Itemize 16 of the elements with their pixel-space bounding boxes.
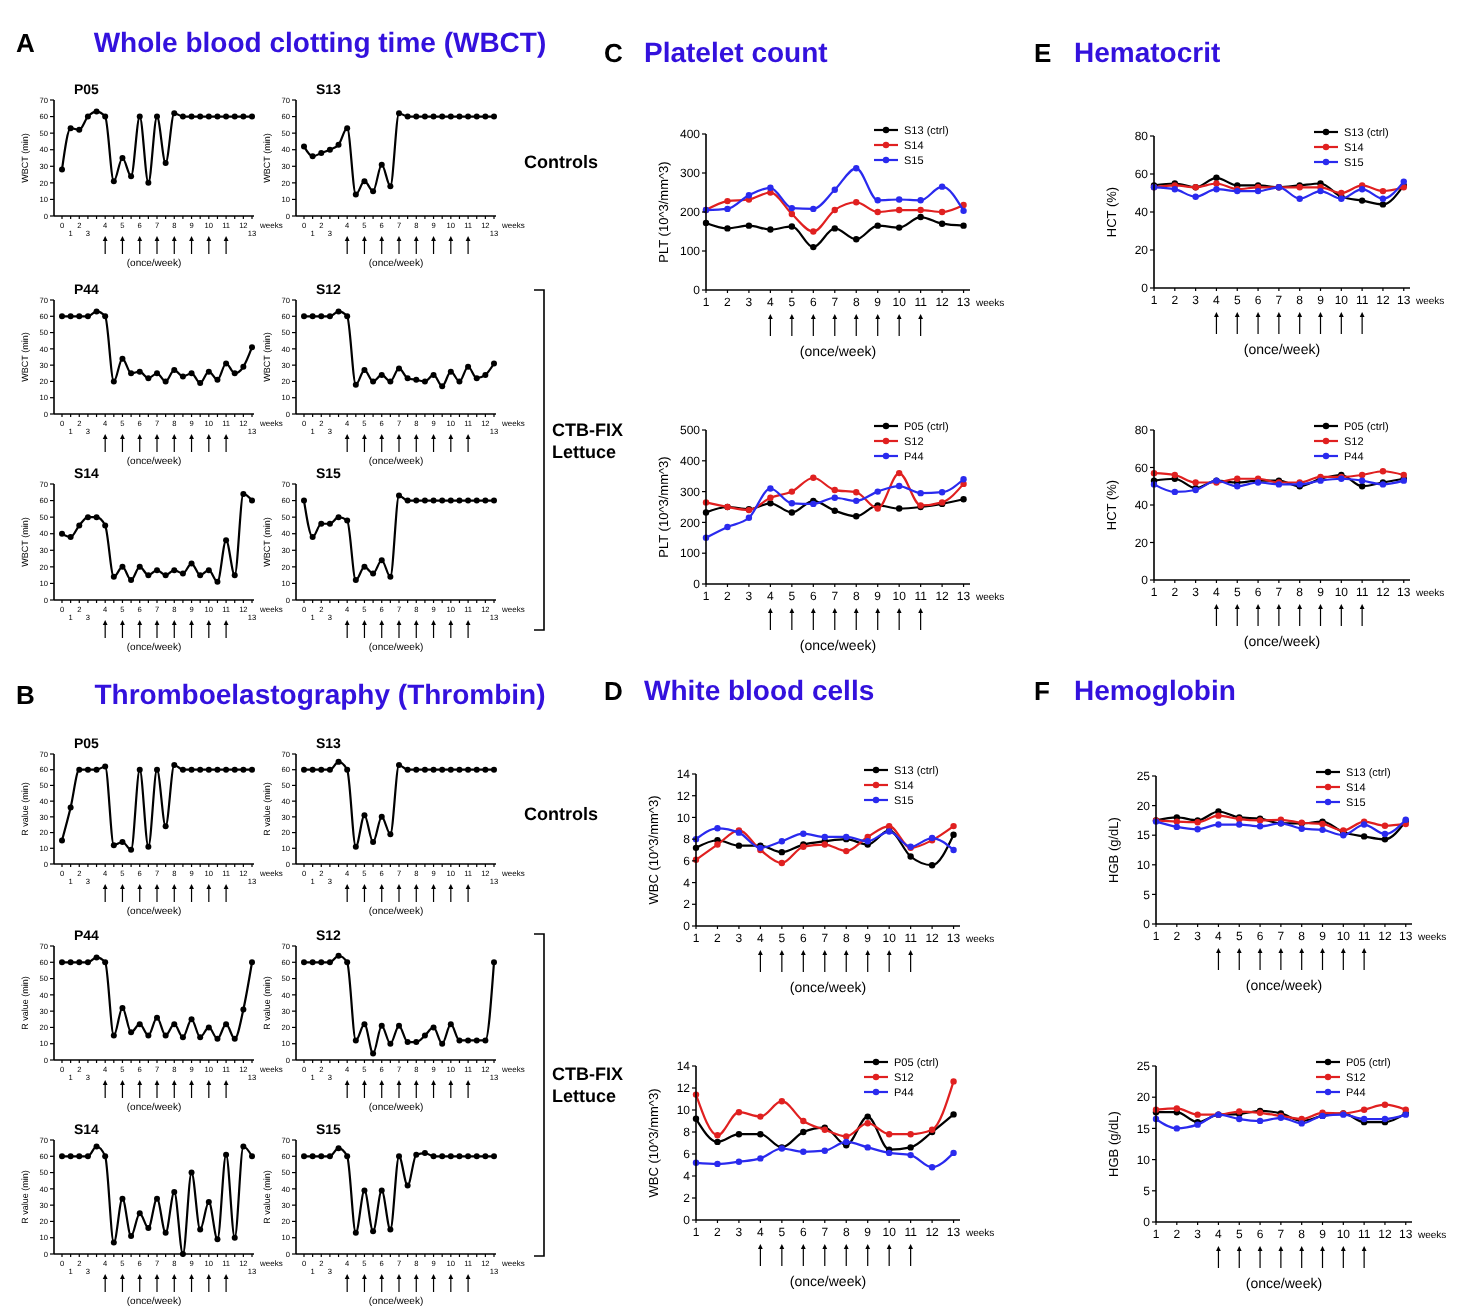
text: Hematocrit [1074,36,1221,68]
text: Platelet count [644,36,829,68]
text: Controls [524,804,598,824]
text: F [1034,676,1050,706]
text: D [604,676,623,706]
text: Whole blood clotting time (WBCT) [93,26,547,58]
text: Thromboelastography (Thrombin) [94,678,546,710]
text: Controls [524,152,598,172]
text: CTB-FIX Lettuce [552,1064,623,1106]
text: White blood cells [644,674,875,706]
text: Hemoglobin [1074,674,1236,706]
text: A [16,28,36,58]
text: B [16,680,35,710]
text: CTB-FIX Lettuce [552,420,623,462]
text: E [1034,38,1052,68]
text: C [604,38,624,68]
